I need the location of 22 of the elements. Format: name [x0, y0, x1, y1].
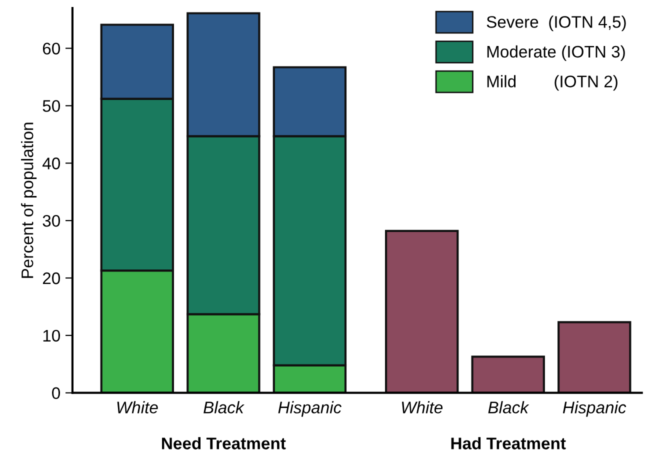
text: Need Treatment	[162, 437, 286, 450]
legend-label: Severe (IOTN 4,5)	[486, 16, 626, 32]
y-tick-label: 40	[42, 158, 60, 170]
y-tick-label: 30	[42, 214, 60, 227]
y-tick-label: 60	[42, 42, 60, 54]
x-tick-label: White	[117, 401, 158, 414]
y-tick-label: 20	[42, 272, 60, 284]
bar	[558, 321, 632, 393]
y-axis-title: Percent of population	[21, 122, 37, 278]
y-tick-label: 0	[52, 387, 60, 400]
legend-label: Moderate (IOTN 3)	[487, 45, 625, 61]
x-tick-label: Black	[488, 401, 530, 414]
x-tick-label: Black	[204, 401, 245, 414]
x-tick-label: White	[402, 401, 443, 414]
y-tick-label: 10	[43, 330, 60, 342]
bar	[385, 230, 459, 393]
text: Had Treatment	[451, 437, 566, 450]
y-tick-label: 50	[42, 100, 60, 112]
x-tick-label: Hispanic	[562, 401, 626, 417]
x-tick-label: Hispanic	[278, 401, 342, 417]
legend-label: Mild (IOTN 2)	[487, 75, 618, 91]
bar	[471, 356, 545, 393]
